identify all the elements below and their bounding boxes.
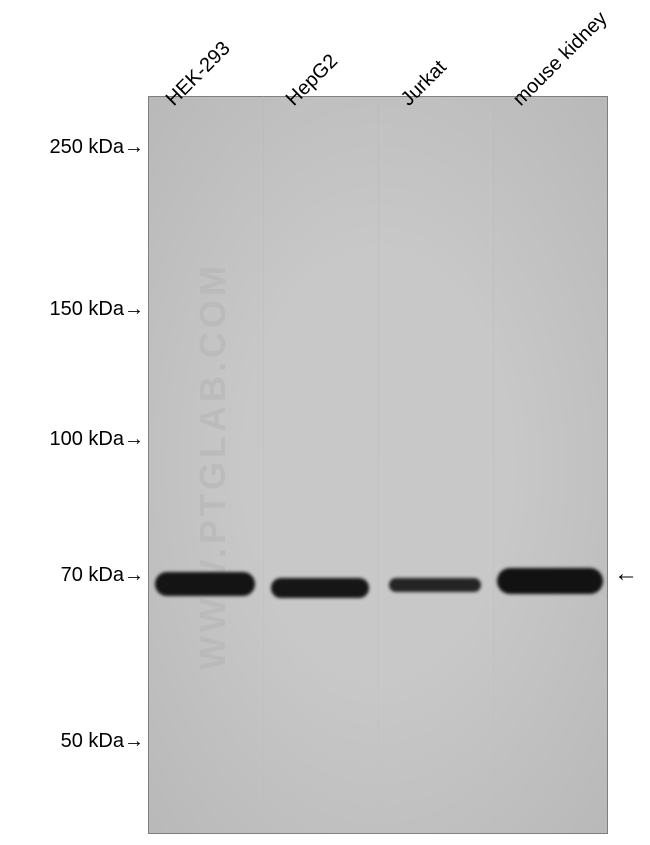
lane-separator-2 [378, 96, 379, 834]
lane-separator-3 [493, 96, 494, 834]
band-lane-0 [155, 572, 255, 596]
band-lane-1 [271, 578, 369, 598]
marker-label-0: 250 kDa→ [50, 136, 145, 159]
marker-label-3: 70 kDa→ [61, 564, 144, 587]
marker-label-4: 50 kDa→ [61, 730, 144, 753]
lane-separator-1 [263, 96, 264, 834]
band-lane-2 [389, 578, 481, 592]
band-lane-3 [497, 568, 603, 594]
marker-label-2: 100 kDa→ [50, 428, 145, 451]
marker-label-1: 150 kDa→ [50, 298, 145, 321]
watermark-text: WWW.PTGLAB.COM [192, 262, 234, 670]
western-blot-figure: WWW.PTGLAB.COM HEK-293HepG2Jurkatmouse k… [0, 0, 650, 845]
target-band-arrow: ← [614, 560, 638, 588]
